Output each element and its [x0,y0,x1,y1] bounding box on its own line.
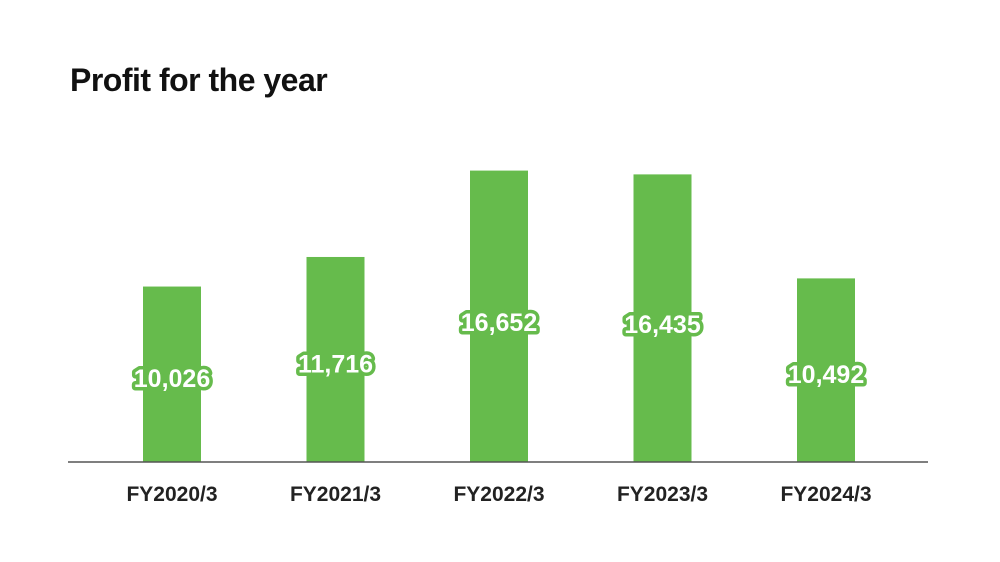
x-tick-label: FY2024/3 [780,483,871,506]
bar-FY2023/3 [633,174,692,462]
x-tick-label: FY2020/3 [126,483,217,506]
bar-FY2022/3 [470,170,528,462]
bar-value-label: 10,492 [788,361,864,389]
bar-value-label: 16,435 [624,311,701,339]
x-tick-label: FY2022/3 [453,483,544,506]
x-tick-label: FY2023/3 [617,483,708,506]
bar-value-label: 10,026 [134,365,210,393]
chart-title: Profit for the year [70,62,328,98]
x-tick-labels-group: FY2020/3 FY2021/3 FY2022/3 FY2023/3 FY2024/3 [126,483,871,506]
value-labels-group: 10,026 11,716 16,652 16,435 10,492 [130,306,867,397]
bar-FY2024/3 [797,278,855,462]
bar-FY2021/3 [306,256,365,462]
bar-value-label: 11,716 [298,351,373,379]
bars-group [143,170,855,462]
bar-FY2020/3 [143,286,201,462]
bar-value-label: 16,652 [461,309,537,337]
x-tick-label: FY2021/3 [290,483,381,506]
